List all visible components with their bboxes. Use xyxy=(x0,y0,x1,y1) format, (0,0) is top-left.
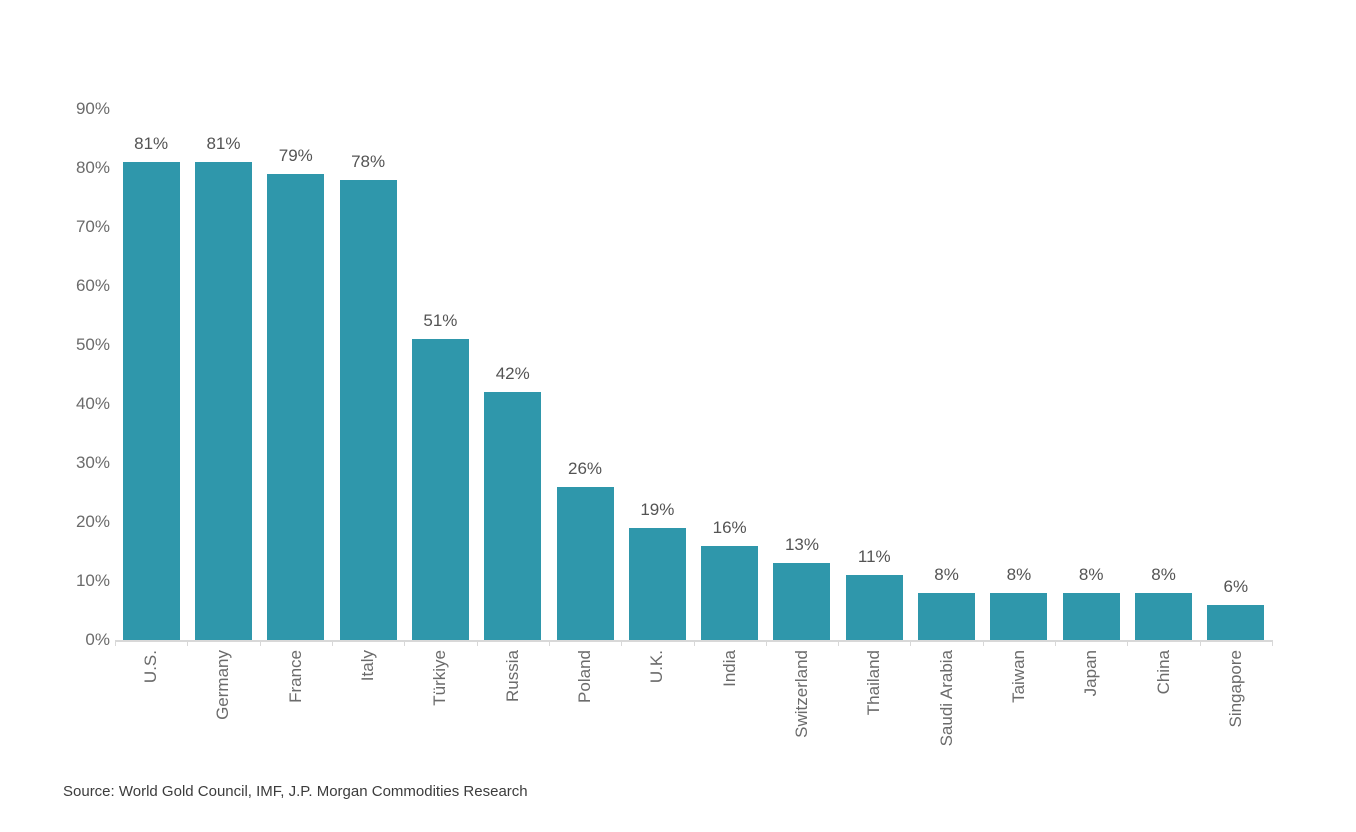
y-axis-tick-label: 10% xyxy=(75,571,110,590)
bar-Türkiye xyxy=(411,339,469,640)
bar-Poland xyxy=(556,486,614,640)
value-label: 8% xyxy=(1078,564,1104,584)
bar-Switzerland xyxy=(773,563,831,640)
x-axis-category-label: Italy xyxy=(358,650,378,682)
y-axis-tick-label: 70% xyxy=(75,217,110,236)
source-note: Source: World Gold Council, IMF, J.P. Mo… xyxy=(63,783,528,800)
x-axis-category-label: Saudi Arabia xyxy=(936,650,956,747)
y-axis-tick-label: 40% xyxy=(75,394,110,413)
x-axis-tick xyxy=(548,640,550,646)
x-axis-tick xyxy=(838,640,840,646)
value-label: 19% xyxy=(640,499,675,519)
bar-Japan xyxy=(1062,592,1120,640)
x-axis-category-label: Thailand xyxy=(864,650,884,716)
bar-Italy xyxy=(339,179,397,640)
x-axis-tick xyxy=(187,640,189,646)
x-axis-category-label: Germany xyxy=(213,650,233,720)
x-axis-tick xyxy=(693,640,695,646)
x-axis-tick xyxy=(1272,640,1273,646)
value-label: 81% xyxy=(134,134,169,154)
x-axis-category-label: Switzerland xyxy=(791,650,811,738)
y-axis-tick-label: 20% xyxy=(75,512,110,531)
x-axis-tick xyxy=(259,640,261,646)
x-axis-category-label: India xyxy=(719,650,739,687)
x-axis-tick xyxy=(982,640,984,646)
y-axis-tick-label: 60% xyxy=(75,276,110,295)
y-axis-tick-label: 90% xyxy=(75,99,110,118)
x-axis-tick xyxy=(1127,640,1129,646)
x-axis-tick xyxy=(1199,640,1201,646)
value-label: 78% xyxy=(351,151,386,171)
value-label: 8% xyxy=(1151,564,1176,584)
x-axis-category-label: U.K. xyxy=(647,650,667,684)
bar-Singapore xyxy=(1207,604,1265,640)
x-axis-tick xyxy=(476,640,478,646)
x-axis-category-label: Türkiye xyxy=(430,650,450,706)
x-axis-tick xyxy=(621,640,623,646)
x-axis-category-label: Japan xyxy=(1081,650,1101,697)
y-axis-tick-label: 30% xyxy=(75,453,110,472)
bar-Russia xyxy=(484,392,542,640)
value-label: 79% xyxy=(278,145,313,165)
bar-U.K. xyxy=(628,527,686,640)
value-label: 26% xyxy=(568,458,603,478)
bar-France xyxy=(267,173,325,640)
x-axis-category-label: China xyxy=(1153,650,1173,695)
value-label: 8% xyxy=(1006,564,1032,584)
bar-China xyxy=(1135,592,1193,640)
x-axis-category-label: France xyxy=(285,650,305,703)
bar-U.S. xyxy=(122,162,180,640)
x-axis-category-label: Russia xyxy=(502,650,522,702)
x-axis-category-label: Singapore xyxy=(1225,650,1245,728)
x-axis-tick xyxy=(765,640,767,646)
x-axis-category-label: Poland xyxy=(575,650,595,703)
y-axis-tick-label: 0% xyxy=(85,630,110,649)
value-label: 13% xyxy=(784,535,819,555)
bar-Thailand xyxy=(845,575,903,640)
x-axis-tick xyxy=(115,640,116,646)
x-axis-tick xyxy=(910,640,912,646)
x-axis-category-label: Taiwan xyxy=(1008,650,1028,703)
x-axis-tick xyxy=(331,640,333,646)
value-label: 16% xyxy=(712,517,747,537)
value-label: 81% xyxy=(206,134,241,154)
value-label: 11% xyxy=(857,547,891,567)
value-label: 51% xyxy=(423,311,458,331)
y-axis-tick-label: 80% xyxy=(75,158,110,177)
bar-India xyxy=(701,545,759,640)
x-axis-category-label: U.S. xyxy=(141,650,161,684)
value-label: 42% xyxy=(495,364,530,384)
value-label: 8% xyxy=(934,564,959,584)
bar-Saudi Arabia xyxy=(918,592,976,640)
y-axis-tick-label: 50% xyxy=(75,335,110,354)
x-axis-tick xyxy=(404,640,406,646)
x-axis-tick xyxy=(1055,640,1057,646)
bar-Taiwan xyxy=(990,592,1048,640)
bar-Germany xyxy=(194,162,252,640)
value-label: 6% xyxy=(1223,576,1249,596)
